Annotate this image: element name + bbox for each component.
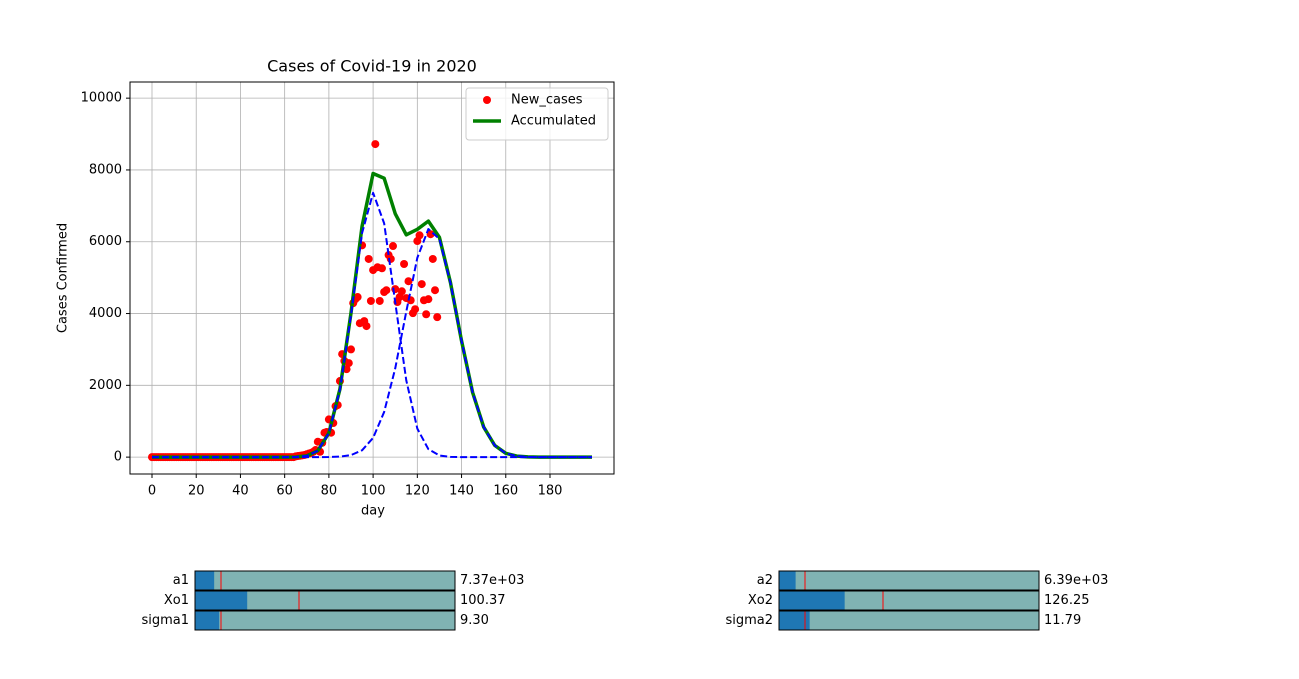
data-point (428, 254, 437, 263)
slider-frame (778, 570, 1040, 591)
slider-frame (194, 570, 456, 591)
slider-value: 9.30 (460, 613, 489, 628)
data-point (411, 305, 420, 314)
data-point (364, 254, 373, 263)
slider-value: 126.25 (1044, 593, 1090, 608)
slider-frame (194, 610, 456, 631)
slider-panel: a1 7.37e+03 Xo1 100.37 sigma1 9.30 a2 6.39e+03 X… (141, 570, 1108, 631)
y-tick-label: 10000 (81, 91, 122, 106)
data-point (386, 254, 395, 263)
slider-label: a2 (757, 573, 773, 588)
data-point (431, 286, 440, 295)
chart-title: Cases of Covid-19 in 2020 (267, 57, 477, 76)
x-tick-label: 80 (321, 484, 338, 499)
legend-marker (483, 96, 491, 104)
data-point (362, 322, 371, 331)
line-series (152, 228, 592, 459)
x-axis-label: day (361, 504, 385, 519)
slider-value: 11.79 (1044, 613, 1081, 628)
data-point (366, 296, 375, 305)
data-point (371, 140, 380, 149)
y-axis-label: Cases Confirmed (56, 223, 71, 333)
slider-value: 6.39e+03 (1044, 573, 1108, 588)
data-point (417, 280, 426, 289)
legend-label: Accumulated (511, 114, 596, 129)
slider-frame (778, 590, 1040, 611)
data-point (422, 310, 431, 319)
data-point (400, 260, 409, 268)
y-tick-label: 4000 (89, 306, 122, 321)
data-point (397, 287, 406, 296)
legend-label: New_cases (511, 93, 583, 108)
slider-frame (778, 610, 1040, 631)
x-tick-label: 0 (148, 484, 156, 499)
slider-fill[interactable] (195, 611, 220, 630)
slider-track[interactable] (779, 611, 1039, 630)
x-tick-label: 20 (188, 484, 205, 499)
x-tick-label: 140 (449, 484, 474, 499)
data-point (382, 286, 391, 295)
slider-track[interactable] (195, 611, 455, 630)
data-point (353, 293, 362, 302)
slider-fill[interactable] (195, 591, 248, 610)
data-point (389, 242, 398, 251)
slider-label: sigma2 (725, 613, 773, 628)
data-point (424, 295, 433, 304)
slider-label: a1 (173, 573, 189, 588)
data-point (346, 345, 355, 354)
slider-frame (194, 590, 456, 611)
x-tick-label: 180 (538, 484, 563, 499)
data-point (426, 230, 435, 239)
data-point (344, 359, 353, 368)
data-point (377, 264, 386, 273)
slider-label: Xo2 (748, 593, 773, 608)
axes-frame (129, 81, 615, 475)
data-point (433, 313, 442, 322)
slider-value: 100.37 (460, 593, 506, 608)
plot-area: 0 20 40 60 80 100 120 140 160 180 0 2000 4000 6000 800… (81, 81, 615, 499)
y-tick-label: 8000 (89, 162, 122, 177)
slider-fill[interactable] (779, 591, 845, 610)
y-tick-label: 6000 (89, 234, 122, 249)
slider-value: 7.37e+03 (460, 573, 524, 588)
slider-fill[interactable] (779, 571, 796, 590)
slider-fill[interactable] (779, 611, 810, 630)
slider-track[interactable] (195, 571, 455, 590)
x-tick-label: 40 (232, 484, 249, 499)
y-tick-label: 0 (114, 450, 122, 465)
data-point (375, 296, 384, 305)
x-tick-label: 120 (405, 484, 430, 499)
data-point (404, 277, 413, 286)
x-tick-label: 160 (493, 484, 518, 499)
slider-fill[interactable] (195, 571, 215, 590)
slider-label: sigma1 (141, 613, 189, 628)
data-point (415, 231, 424, 240)
x-tick-label: 60 (276, 484, 293, 499)
legend-box (465, 87, 609, 141)
x-tick-label: 100 (361, 484, 386, 499)
y-tick-label: 2000 (89, 378, 122, 393)
slider-track[interactable] (195, 591, 455, 610)
slider-track[interactable] (779, 571, 1039, 590)
slider-label: Xo1 (164, 593, 189, 608)
